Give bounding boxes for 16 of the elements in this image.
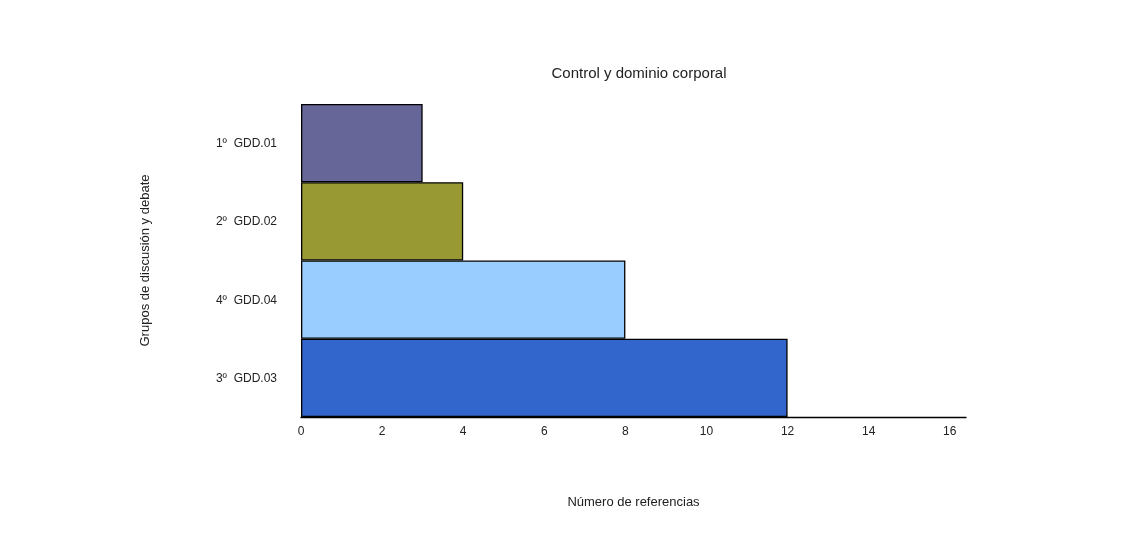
y-tick-label: 1º GDD.01 [215, 136, 278, 151]
x-tick-label: 14 [862, 424, 876, 438]
chart-title: Control y dominio corporal [551, 64, 727, 81]
x-tick-label: 4 [459, 424, 467, 438]
y-tick-label: 3º GDD.03 [215, 370, 278, 385]
x-tick-label: 8 [622, 424, 630, 438]
x-tick-label: 2 [378, 424, 386, 438]
y-axis-title: Grupos de discusión y debate [137, 174, 152, 347]
x-tick-label: 10 [699, 424, 714, 438]
y-tick-label: 2º GDD.02 [215, 214, 278, 229]
x-tick-label: 16 [943, 424, 957, 438]
x-axis-title: Número de referencias [567, 494, 701, 509]
x-tick-label: 12 [780, 424, 795, 438]
x-tick-label: 0 [297, 424, 305, 438]
x-tick-label: 6 [540, 424, 548, 438]
y-tick-label: 4º GDD.04 [215, 292, 278, 307]
